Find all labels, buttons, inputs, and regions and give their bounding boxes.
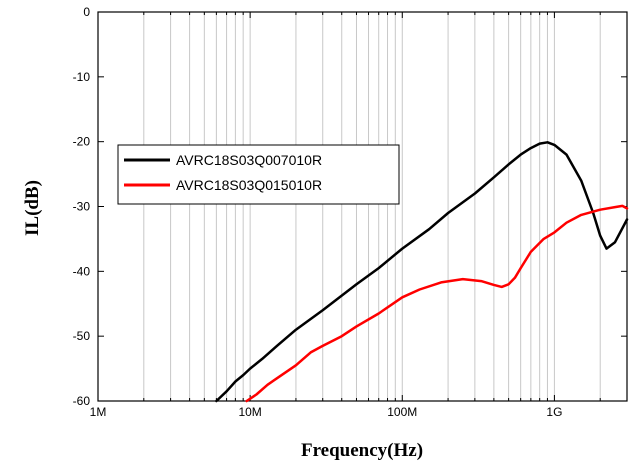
- y-tick-label: 0: [83, 5, 90, 19]
- x-tick-label: 10M: [238, 405, 261, 419]
- x-axis-title: Frequency(Hz): [301, 440, 423, 461]
- legend-box: [117, 144, 400, 205]
- series-line-1: [215, 141, 629, 403]
- y-tick-label: -50: [73, 329, 91, 343]
- x-tick-labels: 1M 10M 100M 1G: [90, 405, 563, 419]
- x-tick-label: 1M: [90, 405, 107, 419]
- legend: AVRC18S03Q007010R AVRC18S03Q015010R: [117, 144, 400, 205]
- x-tick-label: 1G: [546, 405, 562, 419]
- y-tick-label: -40: [73, 264, 91, 278]
- series-line-2: [245, 204, 629, 403]
- y-tick-label: -30: [73, 200, 91, 214]
- y-axis-title: IL(dB): [22, 180, 43, 236]
- y-tick-labels: 0 -10 -20 -30 -40 -50 -60: [73, 5, 91, 408]
- y-tick-label: -20: [73, 135, 91, 149]
- y-tick-label: -60: [73, 394, 91, 408]
- gridlines: [143, 12, 601, 401]
- legend-label-series-2: AVRC18S03Q015010R: [176, 177, 322, 193]
- legend-label-series-1: AVRC18S03Q007010R: [176, 152, 322, 168]
- y-tick-label: -10: [73, 70, 91, 84]
- series-lines: [215, 141, 629, 403]
- x-tick-label: 100M: [387, 405, 417, 419]
